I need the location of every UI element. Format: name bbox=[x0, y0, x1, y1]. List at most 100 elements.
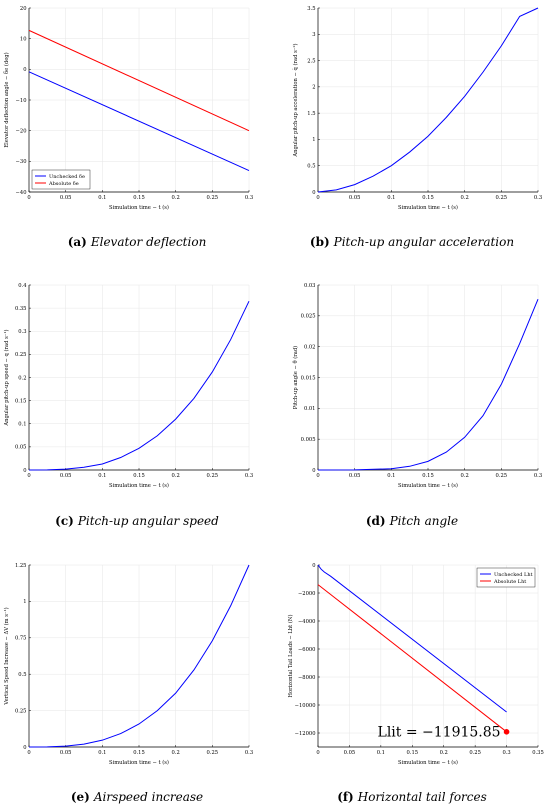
x-tick-label: 0.2 bbox=[172, 195, 180, 201]
y-tick-label: −20 bbox=[16, 128, 27, 134]
series-line-0 bbox=[317, 7, 539, 193]
x-tick-label: 0.25 bbox=[496, 195, 508, 201]
y-tick-label: 0.15 bbox=[15, 398, 27, 404]
caption-label: (b) bbox=[310, 235, 330, 249]
caption-text: Elevator deflection bbox=[90, 235, 206, 249]
y-tick-label: 0.01 bbox=[304, 406, 316, 412]
x-tick-label: 0.15 bbox=[133, 473, 145, 479]
x-tick-label: 0.25 bbox=[469, 750, 481, 756]
caption-text: Pitch-up angular speed bbox=[77, 514, 219, 528]
y-tick-label: 0.005 bbox=[301, 437, 316, 443]
y-tick-label: 3.5 bbox=[307, 6, 315, 12]
caption: (e) Airspeed increase bbox=[71, 790, 203, 804]
x-tick-label: 0.15 bbox=[422, 473, 434, 479]
y-tick-label: 1 bbox=[312, 137, 315, 143]
series-line-0 bbox=[317, 564, 507, 713]
series-line-0 bbox=[28, 71, 250, 171]
y-tick-label: −10000 bbox=[295, 703, 316, 709]
x-axis-label: Simulation time − t (s) bbox=[398, 204, 458, 211]
y-tick-label: 0.2 bbox=[18, 375, 26, 381]
x-tick-label: 0 bbox=[27, 473, 30, 479]
caption-label: (c) bbox=[55, 514, 74, 528]
x-tick-label: 0.25 bbox=[496, 473, 508, 479]
y-tick-label: 2.5 bbox=[307, 58, 315, 64]
chart-d: 0 0.05 0.1 0.15 0.2 0.25 0.3 0 0.005 0.01 0.015 0.0… bbox=[292, 283, 542, 528]
x-tick-label: 0.3 bbox=[534, 195, 542, 201]
series-line-0 bbox=[317, 298, 539, 471]
x-tick-label: 0.1 bbox=[98, 195, 106, 201]
chart-e: 0 0.05 0.1 0.15 0.2 0.25 0.3 0 0.25 0.5 0.75 1 1.25 S… bbox=[3, 563, 253, 804]
x-tick-label: 0 bbox=[316, 195, 319, 201]
y-tick-label: 0.25 bbox=[15, 708, 27, 714]
x-tick-label: 0.1 bbox=[377, 750, 385, 756]
x-tick-label: 0.15 bbox=[133, 195, 145, 201]
x-tick-label: 0.05 bbox=[60, 195, 72, 201]
y-tick-label: −8000 bbox=[298, 675, 316, 681]
legend-label-1: Absolute Lht bbox=[493, 579, 526, 585]
x-tick-label: 0.15 bbox=[407, 750, 419, 756]
y-tick-label: −40 bbox=[16, 190, 27, 196]
y-tick-label: 0.5 bbox=[18, 672, 26, 678]
chart-c: 0 0.05 0.1 0.15 0.2 0.25 0.3 0 0.05 0.1 0.15 0.2 0.2… bbox=[3, 283, 253, 528]
x-tick-label: 0.05 bbox=[349, 473, 361, 479]
caption-label: (a) bbox=[68, 235, 87, 249]
caption: (a) Elevator deflection bbox=[68, 235, 207, 249]
series-line-1 bbox=[317, 584, 507, 733]
y-tick-label: 0.025 bbox=[301, 314, 316, 320]
series-line-0 bbox=[28, 564, 250, 748]
y-tick-label: 1.25 bbox=[15, 563, 27, 569]
x-tick-label: 0.05 bbox=[349, 195, 361, 201]
legend-label-0: Unchecked δe bbox=[49, 174, 85, 180]
x-axis-label: Simulation time − t (s) bbox=[398, 759, 458, 766]
x-tick-label: 0 bbox=[316, 750, 319, 756]
caption-label: (f) bbox=[337, 790, 354, 804]
caption-text: Pitch angle bbox=[389, 514, 459, 528]
y-axis-label: Horizontal Tail Loads − Lht (N) bbox=[287, 615, 294, 698]
caption: (d) Pitch angle bbox=[366, 514, 458, 528]
legend-box bbox=[476, 567, 536, 588]
x-tick-label: 0.15 bbox=[133, 750, 145, 756]
x-tick-label: 0 bbox=[316, 473, 319, 479]
y-tick-label: −10 bbox=[16, 98, 27, 104]
x-axis-label: Simulation time − t (s) bbox=[109, 482, 169, 489]
y-tick-label: 0.75 bbox=[15, 636, 27, 642]
x-tick-label: 0.25 bbox=[207, 473, 219, 479]
y-tick-label: 0.03 bbox=[304, 283, 316, 289]
y-tick-label: 0.1 bbox=[18, 422, 26, 428]
y-axis-label: Angular pitch-up speed − q (rad s⁻¹) bbox=[3, 329, 10, 426]
caption: (c) Pitch-up angular speed bbox=[55, 514, 219, 528]
y-tick-label: 0 bbox=[23, 67, 26, 73]
y-tick-label: −6000 bbox=[298, 647, 316, 653]
y-tick-label: 20 bbox=[20, 6, 27, 12]
x-tick-label: 0.3 bbox=[502, 750, 510, 756]
y-tick-label: 3 bbox=[312, 32, 315, 38]
y-tick-label: −12000 bbox=[295, 731, 316, 737]
x-tick-label: 0.35 bbox=[532, 750, 544, 756]
legend-box bbox=[31, 169, 91, 190]
legend-label-1: Absolute δe bbox=[48, 181, 79, 187]
series-line-1 bbox=[28, 29, 250, 132]
y-tick-label: 0 bbox=[23, 468, 26, 474]
y-tick-label: 2 bbox=[312, 85, 315, 91]
caption-text: Horizontal tail forces bbox=[357, 790, 487, 804]
x-tick-label: 0.05 bbox=[60, 750, 72, 756]
x-axis-label: Simulation time − t (s) bbox=[109, 204, 169, 211]
y-tick-label: 1 bbox=[23, 599, 26, 605]
caption-label: (e) bbox=[71, 790, 90, 804]
x-axis-label: Simulation time − t (s) bbox=[109, 759, 169, 766]
caption-text: Pitch-up angular acceleration bbox=[333, 235, 514, 249]
x-tick-label: 0.1 bbox=[98, 473, 106, 479]
y-tick-label: 0.02 bbox=[304, 344, 316, 350]
legend-label-0: Unchecked Lht bbox=[494, 572, 533, 578]
x-tick-label: 0.2 bbox=[440, 750, 448, 756]
y-tick-label: 0.4 bbox=[18, 283, 27, 289]
x-tick-label: 0.25 bbox=[207, 750, 219, 756]
x-tick-label: 0.1 bbox=[387, 195, 395, 201]
annotation-marker bbox=[503, 729, 510, 735]
x-tick-label: 0.1 bbox=[98, 750, 106, 756]
y-tick-label: 0.3 bbox=[18, 329, 26, 335]
x-tick-label: 0.25 bbox=[207, 195, 219, 201]
